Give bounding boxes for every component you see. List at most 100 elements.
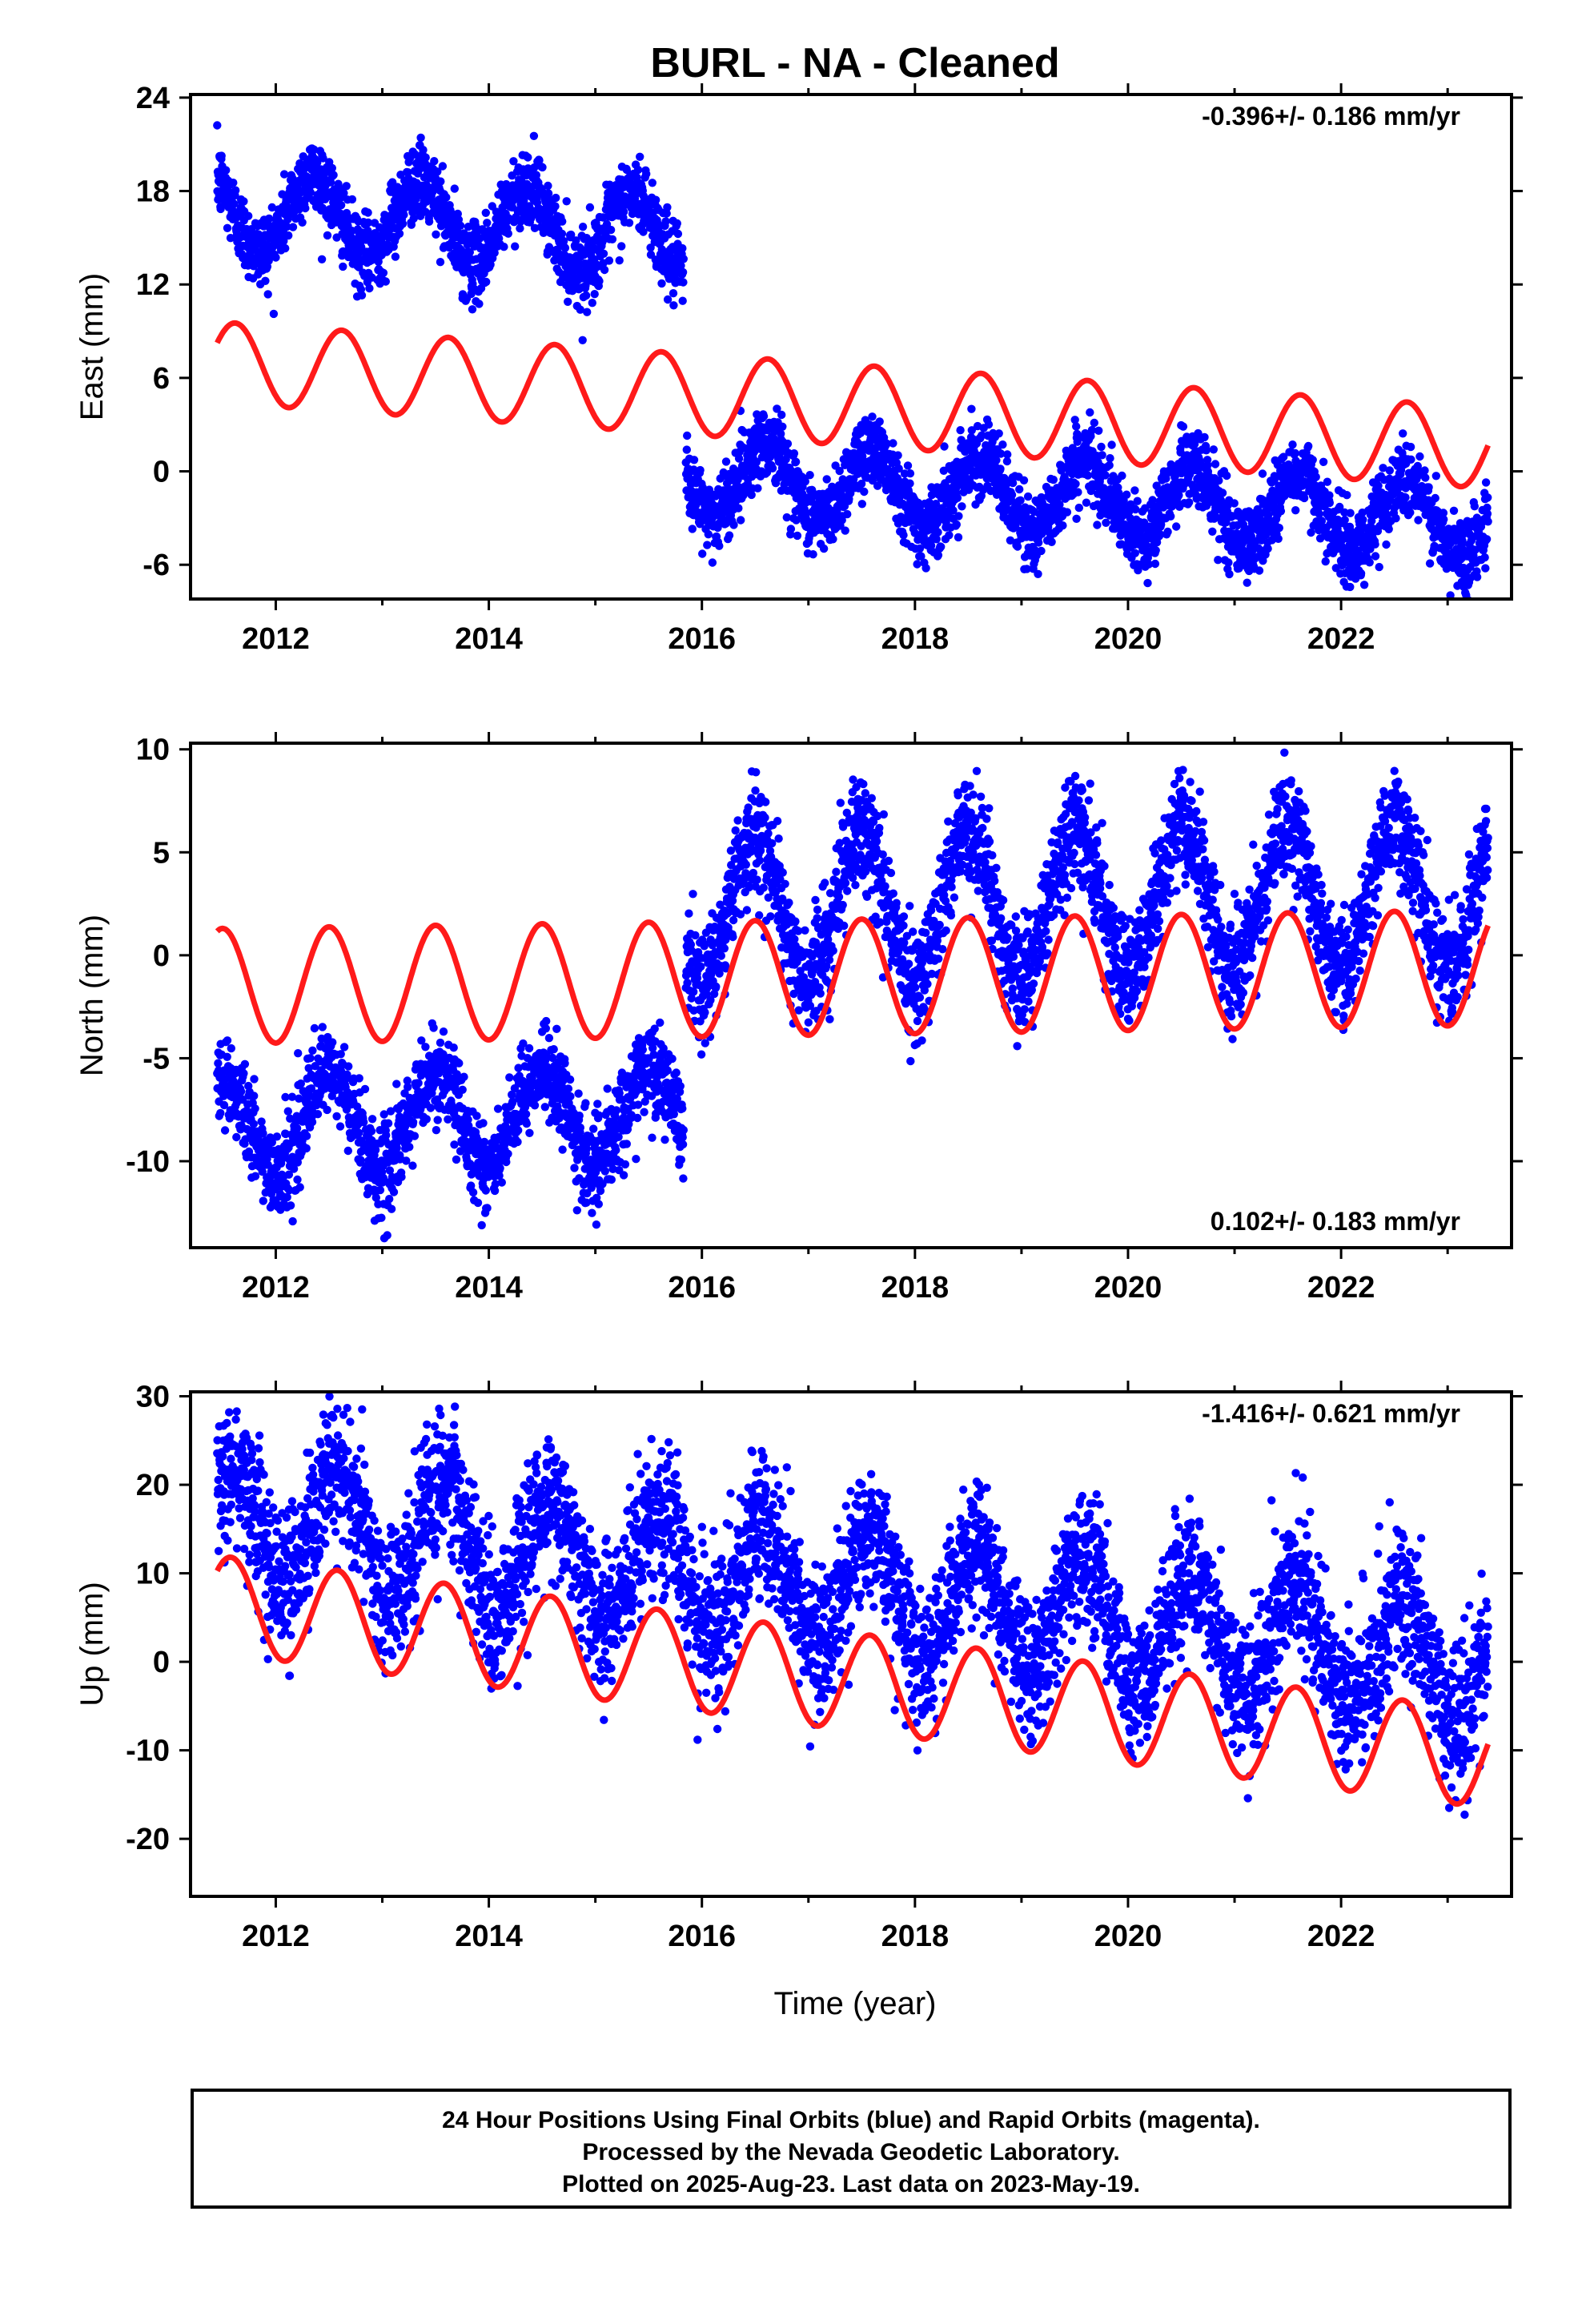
data-point: [1291, 506, 1300, 515]
data-point: [363, 218, 373, 227]
data-point: [216, 204, 225, 214]
x-axis-label: Time (year): [774, 1986, 937, 2021]
data-point: [1263, 544, 1272, 553]
data-point: [786, 525, 796, 533]
data-point: [383, 1119, 393, 1128]
data-point: [213, 121, 222, 130]
data-point: [1223, 471, 1231, 480]
data-point: [1442, 565, 1452, 573]
data-point: [308, 1046, 317, 1055]
data-point: [1094, 426, 1103, 435]
data-point: [344, 1062, 353, 1071]
data-point: [1356, 569, 1366, 578]
data-point: [365, 283, 374, 293]
data-point: [978, 431, 986, 440]
data-point: [544, 189, 553, 198]
data-point: [304, 1063, 313, 1073]
data-point: [945, 531, 954, 540]
data-point: [777, 410, 786, 420]
x-tick-label: 2020: [1094, 622, 1162, 656]
data-point: [1172, 522, 1181, 531]
data-point: [558, 217, 567, 226]
data-point: [822, 475, 831, 484]
data-point: [1459, 530, 1468, 539]
data-point: [633, 165, 643, 175]
data-point: [339, 262, 347, 271]
y-tick-label: 18: [136, 175, 170, 209]
data-point: [937, 542, 946, 551]
data-point: [604, 256, 614, 265]
data-point: [457, 246, 466, 255]
data-point: [1055, 500, 1064, 509]
data-point: [284, 231, 293, 240]
data-point: [704, 530, 713, 539]
data-point: [374, 257, 383, 266]
data-point: [663, 203, 672, 212]
data-point: [1214, 556, 1223, 565]
data-point: [319, 154, 327, 163]
data-point: [1208, 527, 1217, 536]
data-point: [1016, 496, 1025, 505]
data-point: [400, 211, 408, 219]
data-point: [984, 420, 994, 429]
data-point: [359, 1118, 368, 1127]
data-point: [1325, 491, 1334, 500]
data-points-east: [213, 121, 1492, 599]
data-point: [382, 1131, 391, 1140]
data-point: [465, 247, 474, 257]
data-point: [934, 528, 942, 537]
data-point: [436, 258, 445, 267]
data-point: [367, 1115, 377, 1124]
data-point: [263, 290, 272, 299]
data-point: [1098, 451, 1106, 460]
data-point: [1288, 440, 1297, 449]
data-point: [734, 454, 744, 463]
data-point: [608, 235, 617, 243]
data-point: [1481, 564, 1490, 573]
data-point: [1367, 517, 1376, 525]
data-point: [752, 457, 761, 467]
data-point: [1346, 582, 1355, 592]
data-point: [1190, 440, 1199, 448]
data-point: [721, 457, 731, 466]
data-point: [509, 157, 518, 166]
data-point: [296, 1079, 305, 1088]
data-point: [398, 219, 408, 228]
data-point: [636, 152, 644, 161]
data-point: [267, 203, 276, 212]
data-point: [312, 1100, 321, 1110]
data-point: [1439, 509, 1448, 517]
data-point: [894, 464, 903, 473]
data-point: [1258, 469, 1267, 478]
data-point: [261, 276, 270, 285]
data-point: [1274, 534, 1283, 543]
data-point: [997, 449, 1006, 458]
data-point: [323, 1105, 331, 1115]
data-point: [669, 289, 678, 298]
y-tick-label: 12: [136, 268, 170, 302]
data-point: [1359, 515, 1367, 525]
data-point: [1130, 486, 1139, 495]
data-point: [567, 230, 576, 239]
data-point: [371, 1193, 380, 1202]
data-point: [1425, 559, 1435, 568]
data-point: [352, 1102, 362, 1112]
data-point: [600, 265, 609, 275]
data-point: [486, 260, 495, 269]
data-point: [1082, 498, 1091, 507]
data-point: [1259, 557, 1267, 565]
data-point: [511, 242, 520, 251]
data-point: [992, 456, 1001, 464]
data-point: [1234, 507, 1243, 517]
data-point: [1143, 578, 1152, 588]
data-point: [293, 1175, 302, 1184]
data-point: [1022, 565, 1031, 573]
data-point: [1023, 492, 1033, 501]
data-point: [363, 1190, 372, 1199]
data-point: [538, 163, 547, 172]
data-point: [698, 549, 707, 558]
data-point: [882, 439, 891, 448]
data-point: [284, 1170, 294, 1179]
data-point: [1073, 437, 1082, 446]
